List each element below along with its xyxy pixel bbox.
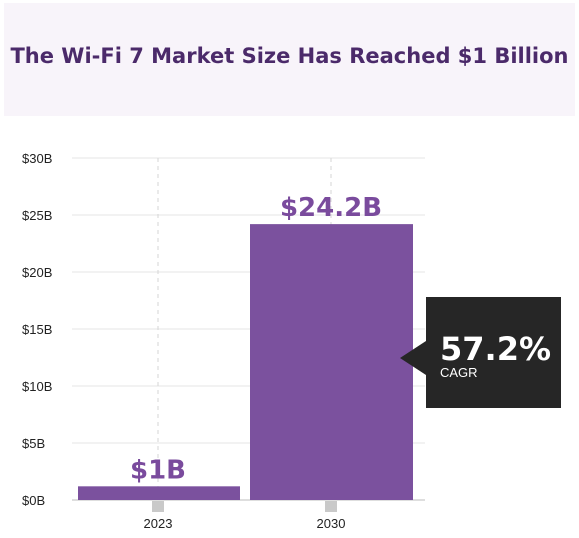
y-axis-tick-labels: $0B $5B $10B $15B $20B $25B $30B (22, 151, 52, 508)
title-banner: The Wi-Fi 7 Market Size Has Reached $1 B… (4, 3, 575, 116)
cagr-callout: 57.2% CAGR (400, 297, 561, 408)
x-tick-label: 2030 (317, 516, 346, 531)
bar-2030 (250, 224, 413, 500)
cagr-value: 57.2% (440, 330, 551, 368)
y-tick-label: $0B (22, 493, 45, 508)
y-tick-label: $30B (22, 151, 52, 166)
bar-value-label: $24.2B (280, 193, 382, 223)
y-tick-label: $25B (22, 208, 52, 223)
cagr-label: CAGR (440, 365, 478, 380)
x-tick-marker (325, 501, 337, 512)
x-tick-label: 2023 (144, 516, 173, 531)
x-tick-marker (152, 501, 164, 512)
y-tick-label: $15B (22, 322, 52, 337)
y-tick-label: $5B (22, 436, 45, 451)
y-tick-label: $20B (22, 265, 52, 280)
chart-title: The Wi-Fi 7 Market Size Has Reached $1 B… (10, 43, 569, 68)
cagr-callout-box (400, 297, 561, 408)
y-tick-label: $10B (22, 379, 52, 394)
bar-2023 (78, 486, 240, 500)
bar-value-label: $1B (130, 455, 186, 485)
bars: $1B $24.2B (78, 193, 413, 500)
x-axis-tick-labels: 2023 2030 (144, 501, 346, 531)
